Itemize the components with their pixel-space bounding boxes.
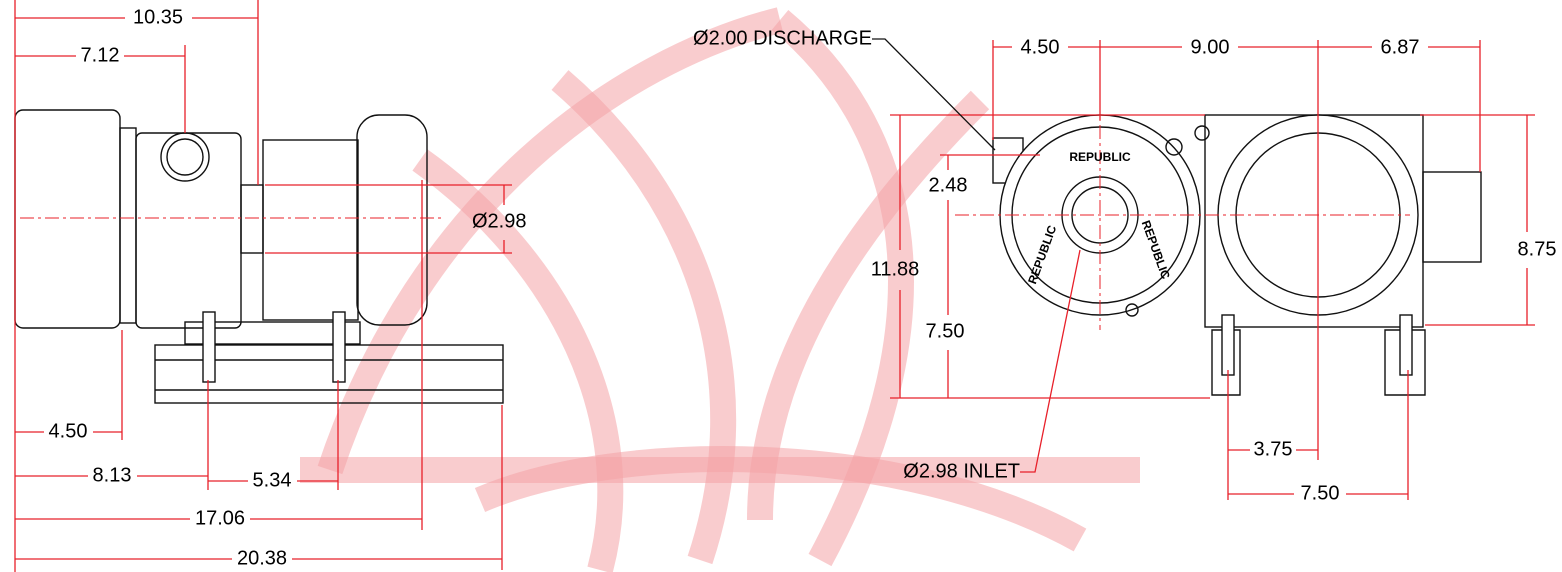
watermark — [300, 20, 1140, 570]
dimension-label: 8.13 — [93, 464, 132, 486]
dimension-label: Ø2.98 — [472, 210, 526, 232]
dimension-label: 6.87 — [1381, 36, 1420, 58]
drawing: 10.35 7.12 4.50 8.13 5.34 17.06 20.38 Ø2… — [0, 0, 1562, 572]
dimension-label: 5.34 — [253, 469, 292, 491]
dimension-label: 7.50 — [1301, 482, 1340, 504]
dimension-label: 4.50 — [1021, 36, 1060, 58]
callout: Ø2.00 DISCHARGE — [693, 27, 872, 49]
dimension-label: 7.12 — [81, 44, 120, 66]
dimension-label: 7.50 — [926, 320, 965, 342]
dimension-label: 17.06 — [195, 507, 245, 529]
dimension-label: 10.35 — [133, 6, 183, 28]
nameplate-text: REPUBLIC — [1069, 150, 1131, 164]
dimension-label: 20.38 — [237, 547, 287, 569]
end-view-outline — [955, 100, 1481, 395]
dimension-label: 11.88 — [871, 258, 920, 280]
dimension-label: 8.75 — [1518, 238, 1557, 260]
dimension-label: 9.00 — [1191, 36, 1230, 58]
dimension-label: 2.48 — [929, 174, 968, 196]
callout: Ø2.98 INLET — [903, 460, 1020, 482]
dimension-label: 4.50 — [49, 420, 88, 442]
dimension-label: 3.75 — [1254, 438, 1293, 460]
